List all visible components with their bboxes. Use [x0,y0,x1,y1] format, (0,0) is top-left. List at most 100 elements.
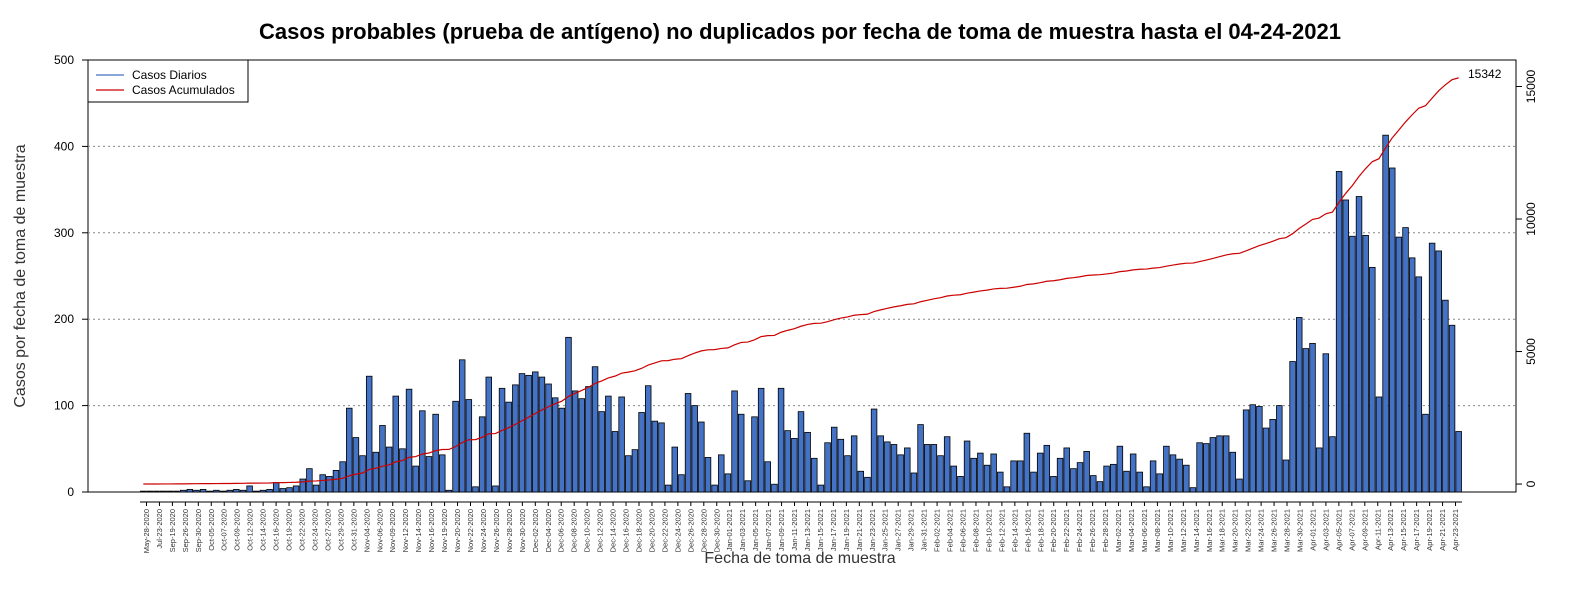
x-tick-label: Jul-23-2020 [155,509,164,549]
bar [943,436,951,493]
x-tick-label: Oct-09-2020 [233,509,242,551]
x-tick-label: Dec-12-2020 [596,509,605,552]
x-tick-label: Feb-16-2021 [1023,509,1032,552]
x-tick-label: Apr-03-2021 [1321,509,1330,551]
x-tick-label: Apr-17-2021 [1412,509,1421,551]
bar [857,470,865,493]
bar [1216,435,1223,493]
bar [1349,235,1356,493]
x-tick-label: Nov-09-2020 [388,509,397,552]
bar [372,451,380,493]
bar [1103,465,1110,493]
bars-layer [140,134,1462,493]
bar [611,431,619,493]
bar [771,483,778,493]
x-tick-label: Sep-30-2020 [194,509,203,552]
bar [644,385,652,493]
bar [1289,361,1296,493]
x-tick-label: Mar-16-2021 [1205,509,1214,552]
bar [877,435,884,493]
bar [950,465,958,493]
x-tick-label: Dec-20-2020 [647,509,656,552]
bar [664,484,672,493]
bar [551,397,559,493]
y-tick-label: 200 [54,312,74,326]
y2-tick-label: 0 [1524,480,1538,487]
bar [804,431,811,493]
bar [1256,406,1263,493]
x-tick-label: Oct-05-2020 [207,509,216,551]
bar [618,396,625,493]
bar [837,438,845,493]
x-tick-label: Dec-30-2020 [712,509,721,552]
bar [923,444,931,493]
x-tick-label: Apr-11-2021 [1373,509,1382,550]
x-tick-label: Nov-30-2020 [518,509,527,552]
bar [266,489,273,493]
bar [1209,437,1217,493]
bar [731,390,738,493]
x-tick-label: Dec-28-2020 [699,509,708,552]
x-tick-label: Dec-14-2020 [609,509,618,552]
bar [299,478,306,493]
bar [1129,453,1137,493]
bar [784,430,791,493]
x-tick-label: Nov-28-2020 [505,509,514,552]
x-tick-label: Mar-06-2021 [1140,509,1149,552]
bar [1136,471,1144,493]
x-tick-label: Feb-22-2021 [1062,509,1071,552]
bar [824,442,831,493]
bar [625,455,632,493]
bar [1448,324,1456,493]
bar [777,387,785,493]
x-tick-label: Dec-22-2020 [660,509,669,552]
bar [1096,481,1104,493]
bar [1110,463,1117,493]
x-tick-label: Jan-01-2021 [725,509,734,551]
x-tick-label: Feb-02-2021 [933,509,942,552]
bar [598,411,605,493]
bar [963,440,971,493]
x-tick-label: Dec-24-2020 [673,509,682,552]
bar [678,474,685,493]
bar [412,465,419,493]
x-tick-label: Nov-14-2020 [414,509,423,552]
bar [751,416,758,493]
bar [405,388,413,493]
bar [1163,445,1170,493]
bar [983,464,991,493]
x-tick-label: Nov-06-2020 [375,509,384,552]
bar [365,375,373,493]
x-tick-label: Feb-14-2021 [1010,509,1019,552]
bar [492,485,499,493]
bar [306,468,313,493]
bar [1203,443,1210,493]
x-tick-label: Sep-26-2020 [181,509,190,552]
x-tick-label: Jan-23-2021 [868,509,877,551]
x-tick-label: Feb-04-2021 [946,509,955,552]
x-tick-label: Mar-22-2021 [1244,509,1253,552]
x-tick-label: Feb-26-2021 [1088,509,1097,552]
x-tick-label: Jan-17-2021 [829,509,838,551]
bar [1355,196,1363,493]
cumulative-annotation: 15342 [1468,67,1502,81]
bar [439,454,446,493]
bar [718,454,725,493]
x-tick-label: Oct-22-2020 [298,509,307,551]
x-tick-label: Mar-26-2021 [1270,509,1279,552]
x-tick-label: Mar-02-2021 [1114,509,1123,552]
x-tick-label: Jan-13-2021 [803,509,812,551]
bar [1222,435,1230,493]
bar [910,472,918,493]
bar [711,484,718,493]
x-tick-label: Jan-27-2021 [894,509,903,551]
x-tick-label: Jan-05-2021 [751,509,760,551]
x-tick-label: Dec-16-2020 [622,509,631,552]
x-tick-label: Jan-09-2021 [777,509,786,551]
bar [1056,457,1064,493]
bar [811,457,818,493]
bar [1116,445,1124,493]
bar [1070,468,1077,493]
